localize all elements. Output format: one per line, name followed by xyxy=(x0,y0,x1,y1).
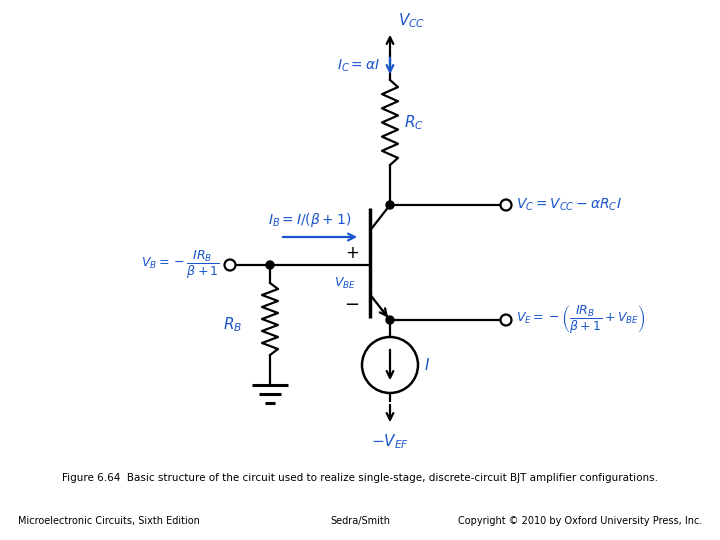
Text: $R_B$: $R_B$ xyxy=(222,316,242,334)
Text: Sedra/Smith: Sedra/Smith xyxy=(330,516,390,526)
Text: $V_{CC}$: $V_{CC}$ xyxy=(398,11,426,30)
Text: $V_{BE}$: $V_{BE}$ xyxy=(334,275,356,291)
Text: Figure 6.64  Basic structure of the circuit used to realize single-stage, discre: Figure 6.64 Basic structure of the circu… xyxy=(62,473,658,483)
Text: Copyright © 2010 by Oxford University Press, Inc.: Copyright © 2010 by Oxford University Pr… xyxy=(458,516,702,526)
Text: $I$: $I$ xyxy=(424,357,430,373)
Circle shape xyxy=(386,316,394,324)
Text: +: + xyxy=(345,244,359,262)
Circle shape xyxy=(386,201,394,209)
Text: $I_C = \alpha I$: $I_C = \alpha I$ xyxy=(337,58,380,74)
Text: Microelectronic Circuits, Sixth Edition: Microelectronic Circuits, Sixth Edition xyxy=(18,516,200,526)
Text: $V_B = -\dfrac{IR_B}{\beta + 1}$: $V_B = -\dfrac{IR_B}{\beta + 1}$ xyxy=(141,249,220,281)
Text: $I_B = I/(\beta + 1)$: $I_B = I/(\beta + 1)$ xyxy=(269,211,351,229)
Text: $V_C = V_{CC} - \alpha R_C I$: $V_C = V_{CC} - \alpha R_C I$ xyxy=(516,197,622,213)
Circle shape xyxy=(266,261,274,269)
Text: −: − xyxy=(344,296,359,314)
Text: $-V_{EF}$: $-V_{EF}$ xyxy=(371,432,409,451)
Text: $R_C$: $R_C$ xyxy=(404,113,424,132)
Text: $V_E = -\left(\dfrac{IR_B}{\beta + 1} + V_{BE}\right)$: $V_E = -\left(\dfrac{IR_B}{\beta + 1} + … xyxy=(516,304,646,336)
